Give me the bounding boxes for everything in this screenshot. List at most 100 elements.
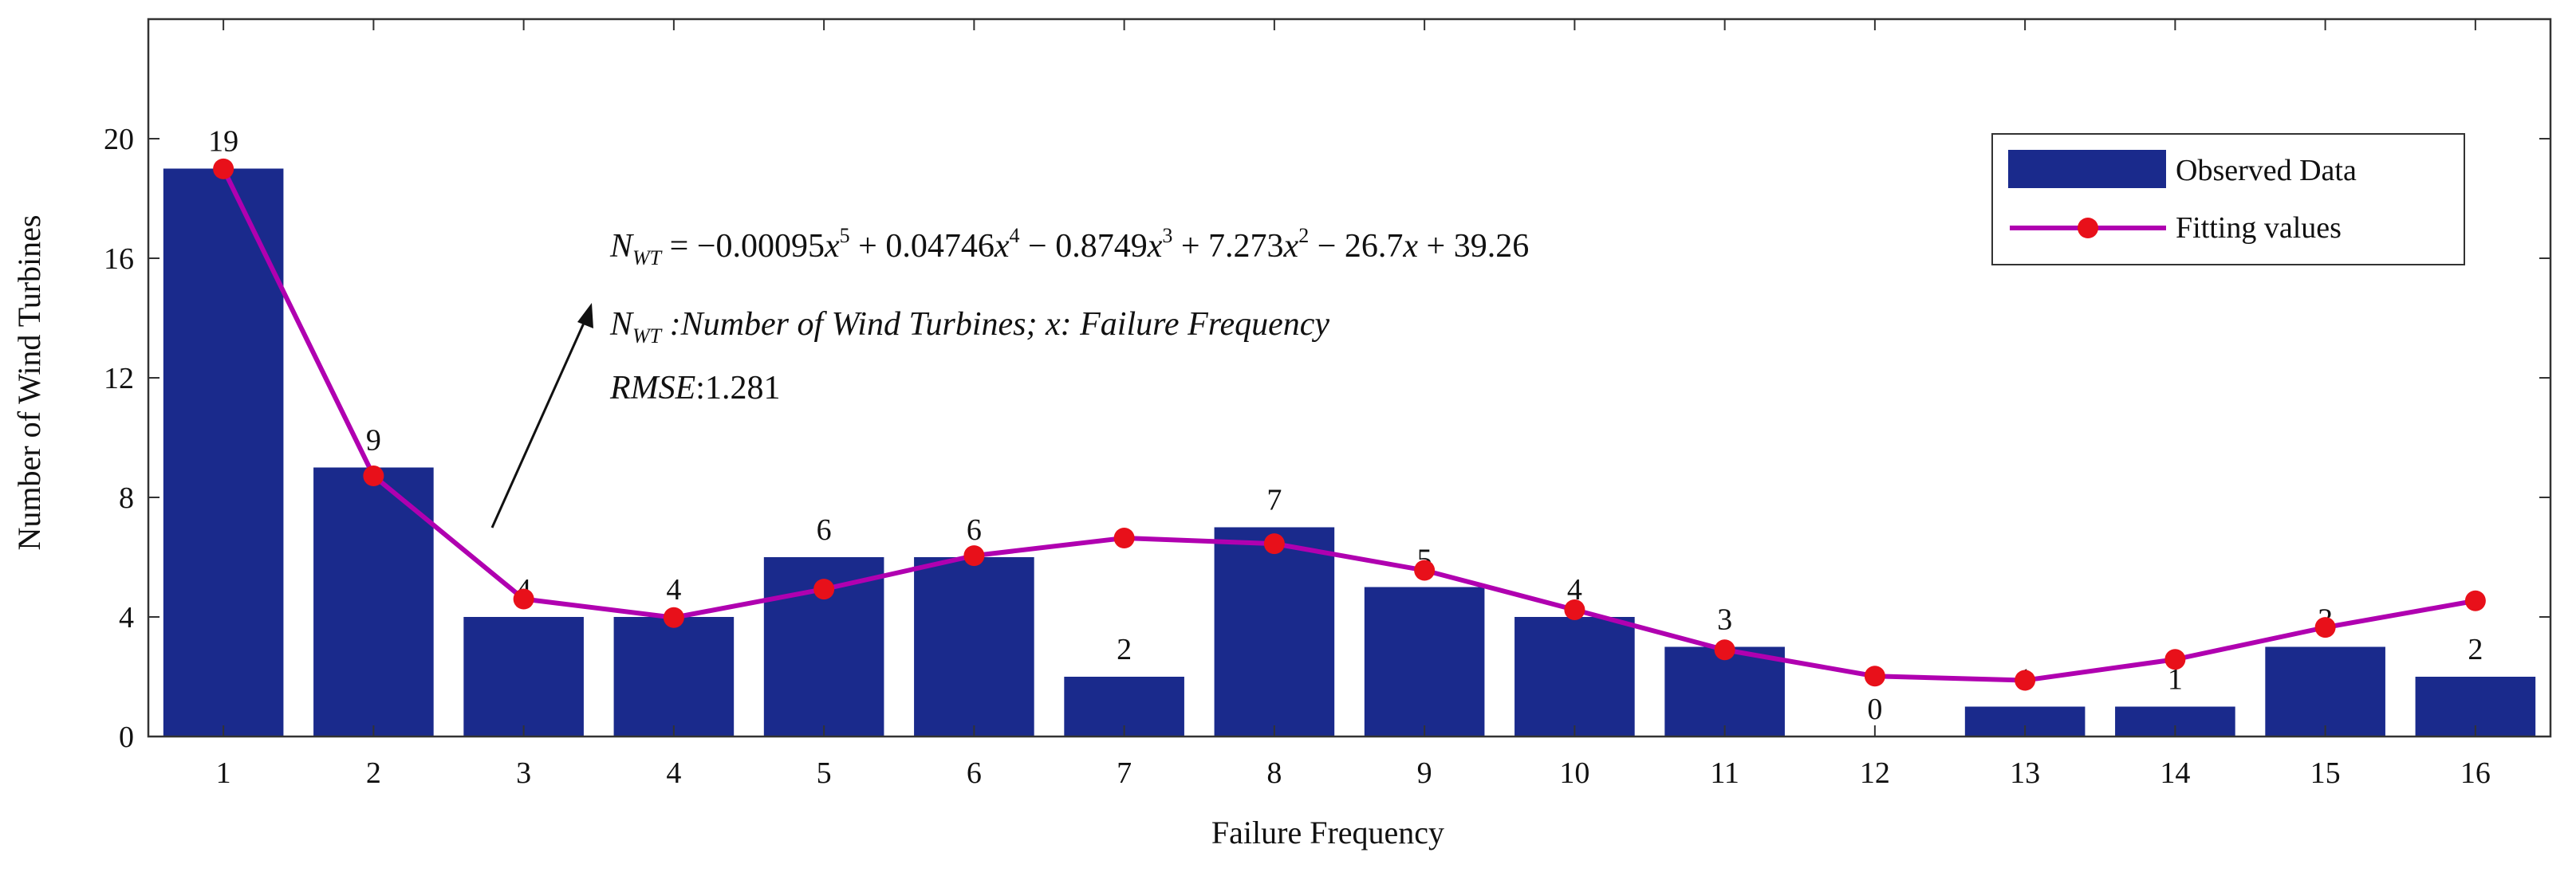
bar-label-11: 3 [1717, 603, 1732, 637]
bar-10 [1514, 617, 1635, 737]
fit-point-9 [1414, 560, 1436, 581]
y-axis-title: Number of Wind Turbines [11, 215, 47, 551]
bar-label-2: 9 [366, 424, 381, 458]
bar-label-10: 4 [1567, 573, 1582, 607]
bar-6 [914, 557, 1034, 737]
legend: Observed Data Fitting values [1991, 133, 2465, 265]
fit-point-16 [2464, 590, 2486, 611]
eq-term-14: + 39.26 [1418, 228, 1529, 265]
legend-label-observed: Observed Data [2176, 154, 2357, 187]
y-tick-label-0: 0 [119, 721, 134, 754]
eq-term-11: 2 [1298, 224, 1309, 247]
bar-label-16: 2 [2468, 633, 2483, 666]
def-n-description: :Number of Wind Turbines; [661, 306, 1046, 343]
x-tick-label-9: 9 [1417, 756, 1432, 790]
x-tick-label-15: 15 [2310, 756, 2341, 790]
eq-lhs: N [609, 228, 634, 265]
def-n-subscript: WT [632, 324, 663, 348]
eq-term-1: x [824, 228, 840, 265]
x-tick-label-2: 2 [366, 756, 381, 790]
eq-lhs-subscript: WT [632, 246, 663, 269]
x-tick-label-7: 7 [1117, 756, 1132, 790]
bar-8 [1214, 527, 1335, 737]
x-tick-label-12: 12 [1860, 756, 1890, 790]
eq-term-9: + 7.273 [1172, 228, 1283, 265]
bar-label-4: 4 [666, 573, 681, 607]
eq-term-5: 4 [1010, 224, 1020, 247]
x-tick-label-11: 11 [1710, 756, 1739, 790]
x-ticks-layer: 1 2 3 4 5 6 7 8 9 10 11 12 13 14 15 16 [216, 19, 2491, 790]
rmse-text: RMSE:1.281 [609, 370, 780, 407]
eq-term-3: + 0.04746 [850, 228, 995, 265]
fit-point-11 [1714, 639, 1735, 661]
fit-point-5 [813, 579, 835, 600]
eq-term-10: x [1283, 228, 1299, 265]
fit-point-13 [2015, 670, 2036, 691]
bar-label-12: 0 [1867, 693, 1882, 726]
fit-point-10 [1564, 599, 1585, 620]
y-tick-label-12: 12 [104, 362, 134, 395]
legend-swatch-observed [2008, 150, 2166, 188]
x-tick-label-14: 14 [2160, 756, 2190, 790]
fitting-curve [221, 167, 2476, 683]
bar-2 [313, 467, 434, 737]
x-tick-label-5: 5 [817, 756, 832, 790]
eq-term-6: − 0.8749 [1020, 228, 1148, 265]
x-axis-title: Failure Frequency [1211, 815, 1444, 850]
fit-point-2 [363, 465, 384, 486]
legend-swatch-fitting-marker [2078, 218, 2098, 238]
x-tick-label-10: 10 [1559, 756, 1589, 790]
bars-layer [163, 168, 2536, 737]
rmse-label: RMSE [609, 370, 695, 407]
bar-label-7: 2 [1117, 633, 1132, 666]
eq-term-12: − 26.7 [1309, 228, 1403, 265]
def-x-symbol: x [1045, 306, 1061, 343]
y-tick-label-16: 16 [104, 242, 134, 276]
bar-label-5: 6 [817, 513, 832, 547]
x-tick-label-6: 6 [967, 756, 982, 790]
fit-point-8 [1263, 533, 1285, 555]
fit-point-15 [2314, 617, 2336, 638]
bar-4 [613, 617, 735, 737]
eq-term-8: 3 [1162, 224, 1172, 247]
fit-point-4 [663, 607, 684, 628]
rmse-value: :1.281 [695, 370, 780, 407]
eq-term-4: x [994, 228, 1010, 265]
y-tick-label-8: 8 [119, 481, 134, 515]
eq-term-0: = −0.00095 [661, 228, 825, 265]
def-x-description: : Failure Frequency [1061, 306, 1330, 343]
x-tick-label-3: 3 [516, 756, 531, 790]
x-tick-label-16: 16 [2460, 756, 2491, 790]
bar-label-6: 6 [967, 513, 982, 547]
bar-label-8: 7 [1266, 484, 1282, 517]
y-tick-label-20: 20 [104, 123, 134, 156]
x-tick-label-1: 1 [216, 756, 231, 790]
fit-point-7 [1113, 528, 1135, 548]
def-n-symbol: N [609, 306, 634, 343]
variable-definition: NWT :Number of Wind Turbines; x: Failure… [609, 306, 1329, 348]
legend-label-fitting: Fitting values [2176, 211, 2342, 245]
bar-3 [463, 617, 584, 737]
bar-11 [1664, 646, 1785, 737]
fit-point-1 [213, 158, 234, 179]
fit-point-14 [2164, 649, 2186, 670]
y-tick-label-4: 4 [119, 601, 134, 634]
fitting-markers-layer [213, 158, 2486, 691]
bar-15 [2265, 646, 2385, 737]
bar-9 [1364, 587, 1485, 737]
fit-point-3 [513, 588, 534, 610]
eq-term-2: 5 [840, 224, 850, 247]
eq-term-7: x [1147, 228, 1163, 265]
annotation-arrow [490, 303, 593, 528]
fit-point-6 [963, 545, 985, 567]
bar-label-14: 1 [2168, 663, 2183, 697]
x-tick-label-4: 4 [666, 756, 681, 790]
eq-term-13: x [1402, 228, 1418, 265]
bar-label-1: 19 [208, 125, 238, 159]
x-tick-label-8: 8 [1266, 756, 1282, 790]
fit-equation: NWT = −0.00095x5 + 0.04746x4 − 0.8749x3 … [609, 224, 1529, 269]
bar-1 [163, 168, 284, 737]
fit-point-12 [1864, 666, 1885, 687]
